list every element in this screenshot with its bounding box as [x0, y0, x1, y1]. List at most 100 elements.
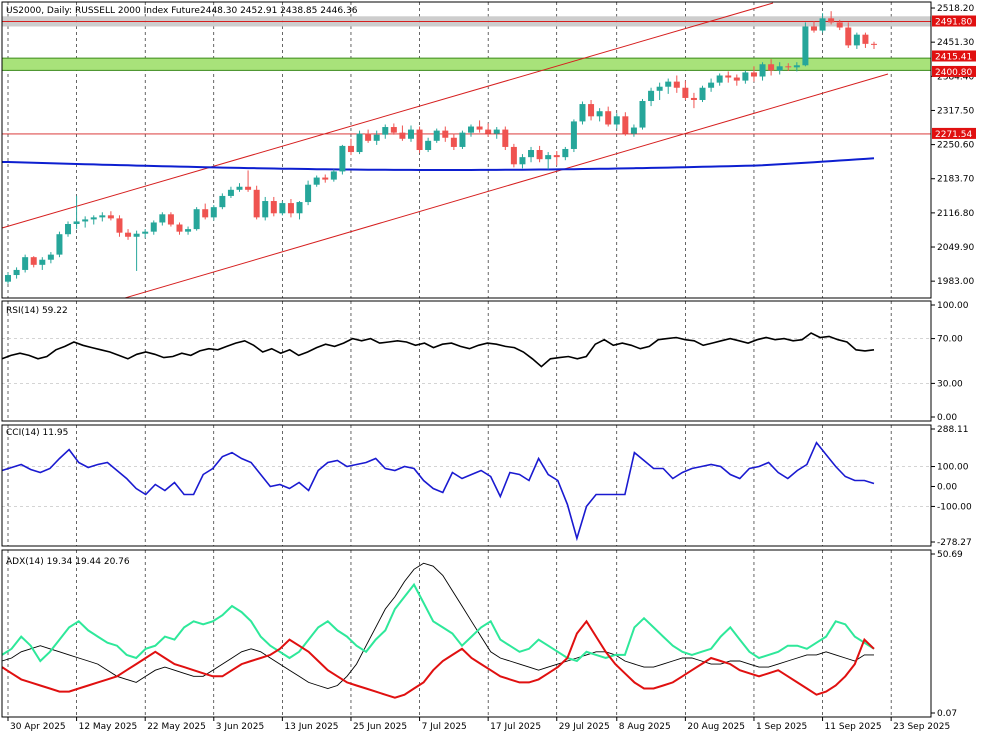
candle-body — [390, 127, 397, 133]
adx-main-line — [1, 562, 874, 689]
candle-body — [665, 81, 672, 87]
panel-frame — [1, 424, 932, 547]
rsi-tick-label: 100.00 — [937, 301, 969, 311]
support-zone — [1, 57, 932, 71]
candle-body — [845, 27, 852, 46]
candle-body — [339, 145, 346, 172]
candle-body — [287, 203, 294, 214]
candle-body — [742, 72, 749, 81]
candle-body — [579, 104, 586, 122]
candle-body — [279, 203, 286, 214]
rsi-line — [1, 332, 875, 368]
adx-plus-di-line — [1, 582, 875, 663]
time-tick-label: 7 Jul 2025 — [422, 722, 467, 732]
candle-body — [107, 215, 114, 219]
candle-body — [347, 145, 354, 153]
candle-body — [262, 201, 269, 218]
candle-body — [433, 130, 440, 141]
chart-header-symbol: US2000, Daily: — [6, 6, 72, 16]
candle-body — [622, 116, 629, 134]
candle-body — [545, 155, 552, 160]
candle-body — [802, 26, 809, 66]
adx-tick-label: 50.69 — [937, 550, 963, 560]
panel-frame — [1, 1, 932, 299]
candle-body — [510, 146, 517, 165]
candle-body — [536, 150, 543, 160]
cci-tick-label: 100.00 — [937, 463, 969, 473]
candle-body — [793, 65, 800, 68]
candle-body — [442, 130, 449, 138]
candle-body — [330, 171, 337, 180]
candle-body — [605, 111, 612, 125]
candle-body — [485, 129, 492, 134]
rsi-tick-label: 70.00 — [937, 335, 963, 345]
candle-body — [613, 116, 620, 125]
time-tick-label: 23 Sep 2025 — [893, 722, 950, 732]
price-tick-label: 1983.00 — [937, 277, 974, 287]
candle-body — [73, 221, 80, 224]
panel-frame — [1, 300, 932, 422]
candle-body — [759, 64, 766, 77]
candle-body — [253, 189, 260, 218]
adx-label: ADX(14) 19.34 19.44 20.76 — [6, 557, 130, 567]
candle-body — [476, 126, 483, 130]
candle-body — [65, 224, 72, 235]
chart-header-instrument: RUSSELL 2000 Index Future — [75, 6, 200, 16]
price-tick-label: 2183.70 — [937, 175, 974, 185]
candle-body — [699, 87, 706, 100]
candle-body — [493, 129, 500, 134]
candle-body — [588, 104, 595, 117]
price-tag-box — [932, 15, 976, 27]
candle-body — [768, 64, 775, 71]
candle-body — [502, 129, 509, 147]
candle-body — [553, 155, 560, 158]
time-tick-label: 22 May 2025 — [147, 722, 206, 732]
candle-body — [819, 18, 826, 31]
candle-body — [836, 22, 843, 28]
indicator-lines — [1, 332, 875, 699]
candle-body — [150, 222, 157, 232]
price-tag-label: 2400.80 — [935, 68, 972, 78]
rsi-tick-label: 0.00 — [937, 413, 957, 423]
candle-body — [519, 157, 526, 165]
time-tick-label: 3 Jun 2025 — [216, 722, 264, 732]
candle-body — [382, 127, 389, 135]
candle-body — [733, 77, 740, 81]
channel-upper-line — [1, 2, 774, 229]
candle-body — [236, 186, 243, 190]
candle-body — [828, 18, 835, 23]
price-tick-label: 2518.20 — [937, 4, 974, 14]
price-axis: 2518.20 2451.30 2384.40 2317.50 2250.60 2183.… — [931, 4, 976, 719]
price-tick-label: 2317.50 — [937, 106, 974, 116]
candle-body — [133, 233, 140, 237]
time-axis: 30 Apr 2025 12 May 2025 22 May 2025 3 Jun 2… — [7, 717, 950, 732]
candle-body — [39, 259, 46, 265]
time-tick-label: 12 May 2025 — [79, 722, 138, 732]
candle-body — [210, 207, 217, 218]
adx-minus-di-line — [1, 619, 875, 699]
candle-body — [356, 133, 363, 153]
candle-body — [407, 129, 414, 139]
price-tick-label: 2049.90 — [937, 243, 974, 253]
candle-body — [305, 184, 312, 203]
candle-body — [776, 66, 783, 71]
candle-body — [99, 215, 106, 218]
candle-body — [116, 218, 123, 233]
price-tag-label: 2415.41 — [935, 52, 972, 62]
candle-body — [862, 34, 869, 44]
candle-body — [810, 26, 817, 31]
candle-body — [673, 81, 680, 88]
candle-body — [785, 66, 792, 68]
time-tick-label: 17 Jul 2025 — [490, 722, 541, 732]
candle-body — [5, 275, 11, 282]
candle-body — [373, 134, 380, 141]
candle-body — [193, 209, 200, 230]
rsi-tick-label: 30.00 — [937, 379, 963, 389]
candle-body — [90, 217, 97, 220]
candle-body — [47, 254, 54, 260]
candle-body — [562, 148, 569, 158]
candle-body — [245, 186, 252, 190]
candle-body — [425, 140, 432, 150]
panel-frames — [1, 1, 932, 718]
